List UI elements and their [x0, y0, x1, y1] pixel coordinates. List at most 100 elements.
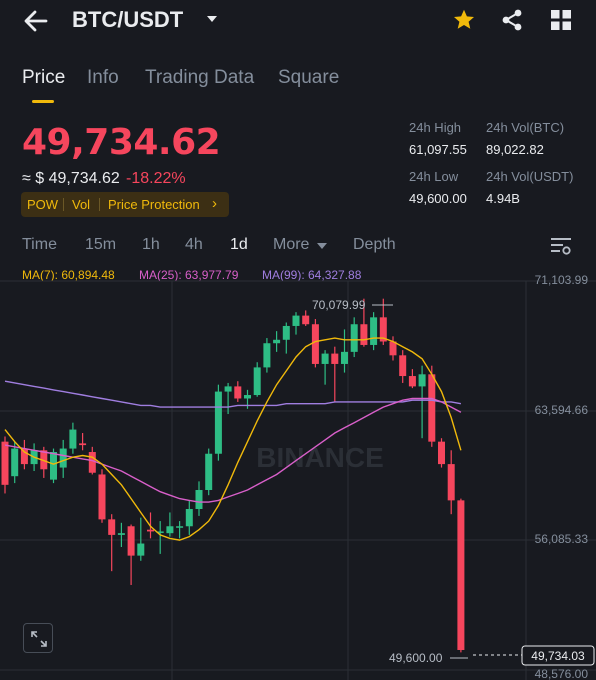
candle-body	[166, 526, 174, 534]
candle-body	[98, 474, 106, 520]
candle-body	[360, 324, 368, 345]
interval-more[interactable]: More	[273, 236, 310, 253]
interval-15m[interactable]: 15m	[85, 236, 117, 253]
stat-vol-usdt-value: 4.94B	[486, 191, 520, 206]
grid-menu-icon[interactable]	[550, 9, 572, 31]
candle-body	[40, 450, 48, 470]
candle-body	[457, 500, 465, 651]
candle-body	[59, 448, 67, 468]
ma99-legend: MA(99): 64,327.88	[262, 268, 362, 282]
candle-body	[253, 367, 261, 396]
high-price-marker: 70,079.99	[312, 298, 366, 312]
stat-high-value: 61,097.55	[409, 142, 467, 157]
stat-low-value: 49,600.00	[409, 191, 467, 206]
tab-square[interactable]: Square	[278, 67, 340, 88]
candle-body	[447, 464, 455, 501]
stat-high-label: 24h High	[409, 120, 462, 135]
watermark-text: BINANCE	[256, 442, 384, 473]
candle-body	[147, 529, 154, 532]
candle-body	[224, 386, 232, 392]
candle-body	[350, 324, 358, 352]
candle-body	[244, 395, 251, 399]
candle-body	[428, 374, 436, 442]
candle-body	[20, 448, 28, 465]
tag-divider	[63, 198, 64, 211]
candle-body	[341, 351, 348, 364]
y-axis-label: 56,085.33	[535, 532, 589, 546]
candle-body	[50, 452, 57, 480]
interval-1h[interactable]: 1h	[142, 236, 160, 253]
tag-divider	[99, 198, 100, 211]
tag-chevron-right-icon[interactable]: ›	[212, 195, 217, 212]
tab-info[interactable]: Info	[87, 67, 119, 88]
interval-4h[interactable]: 4h	[185, 236, 203, 253]
tag-pow[interactable]: POW	[27, 197, 59, 212]
candle-body	[195, 490, 203, 509]
last-price-tag-box	[521, 645, 595, 666]
main-tabs: Price Info Trading Data Square	[0, 62, 596, 103]
candle-body	[263, 343, 271, 368]
candle-body	[311, 324, 319, 364]
ma25-legend: MA(25): 63,977.79	[139, 268, 239, 282]
candle-body	[185, 508, 193, 527]
candle-body	[379, 317, 387, 342]
candle-body	[292, 315, 300, 326]
candle-body	[214, 391, 222, 454]
y-axis-label: 71,103.99	[535, 273, 589, 287]
tab-price[interactable]: Price	[22, 67, 66, 88]
candle-body	[282, 325, 290, 340]
candle-body	[117, 533, 125, 535]
ma7-line	[4, 337, 462, 541]
tab-trading-data[interactable]: Trading Data	[145, 67, 255, 88]
chart-gridlines	[0, 280, 596, 680]
candle-body	[79, 443, 87, 446]
y-axis-label: 48,576.00	[535, 667, 589, 680]
candle-body	[11, 448, 19, 477]
candle-body	[108, 519, 116, 535]
stat-vol-usdt-label: 24h Vol(USDT)	[486, 169, 574, 184]
star-icon[interactable]	[452, 8, 476, 32]
dropdown-caret-icon[interactable]	[205, 12, 219, 26]
tag-price-protection[interactable]: Price Protection	[108, 197, 200, 212]
candle-body	[176, 526, 184, 528]
top-bar: BTC/USDT	[0, 0, 596, 44]
candle-body	[302, 315, 310, 325]
ma25-line	[4, 397, 462, 503]
last-price: 49,734.62	[22, 122, 221, 163]
stat-low-label: 24h Low	[409, 169, 459, 184]
candle-body	[408, 376, 416, 387]
candle-body	[234, 386, 242, 399]
candle-body	[399, 355, 407, 377]
candle-body	[273, 339, 281, 344]
interval-time[interactable]: Time	[22, 236, 57, 253]
last-price-tag: 49,734.03	[531, 649, 585, 663]
usd-price: ≈ $ 49,734.62	[22, 170, 120, 187]
candle-body	[331, 353, 339, 364]
pair-title[interactable]: BTC/USDT	[72, 7, 184, 32]
interval-depth[interactable]: Depth	[353, 236, 396, 253]
candle-body	[418, 374, 426, 387]
candle-body	[88, 452, 96, 473]
tag-vol[interactable]: Vol	[72, 197, 91, 212]
candlestick-chart[interactable]: BINANCE 71,103.99 63,594.66 56,085.33 48…	[0, 262, 596, 680]
candle-body	[156, 531, 164, 533]
low-price-marker: 49,600.00	[389, 651, 443, 665]
active-tab-indicator	[32, 100, 54, 103]
interval-1d[interactable]: 1d	[230, 236, 248, 253]
chart-settings-icon[interactable]	[550, 236, 572, 256]
candle-body	[370, 317, 378, 345]
candle-body	[127, 526, 135, 556]
candle-body	[137, 543, 145, 556]
candle-body	[389, 341, 397, 356]
candle-body	[438, 441, 445, 465]
candle-body	[321, 353, 329, 364]
expand-icon	[31, 631, 47, 647]
ma99-line	[4, 380, 462, 408]
share-icon[interactable]	[500, 8, 524, 32]
more-caret-icon[interactable]	[316, 242, 328, 250]
expand-chart-button[interactable]	[23, 623, 53, 653]
candle-body	[69, 429, 77, 449]
back-arrow-icon[interactable]	[22, 8, 50, 34]
price-change-percent: -18.22%	[126, 170, 186, 187]
ma7-legend: MA(7): 60,894.48	[22, 268, 115, 282]
